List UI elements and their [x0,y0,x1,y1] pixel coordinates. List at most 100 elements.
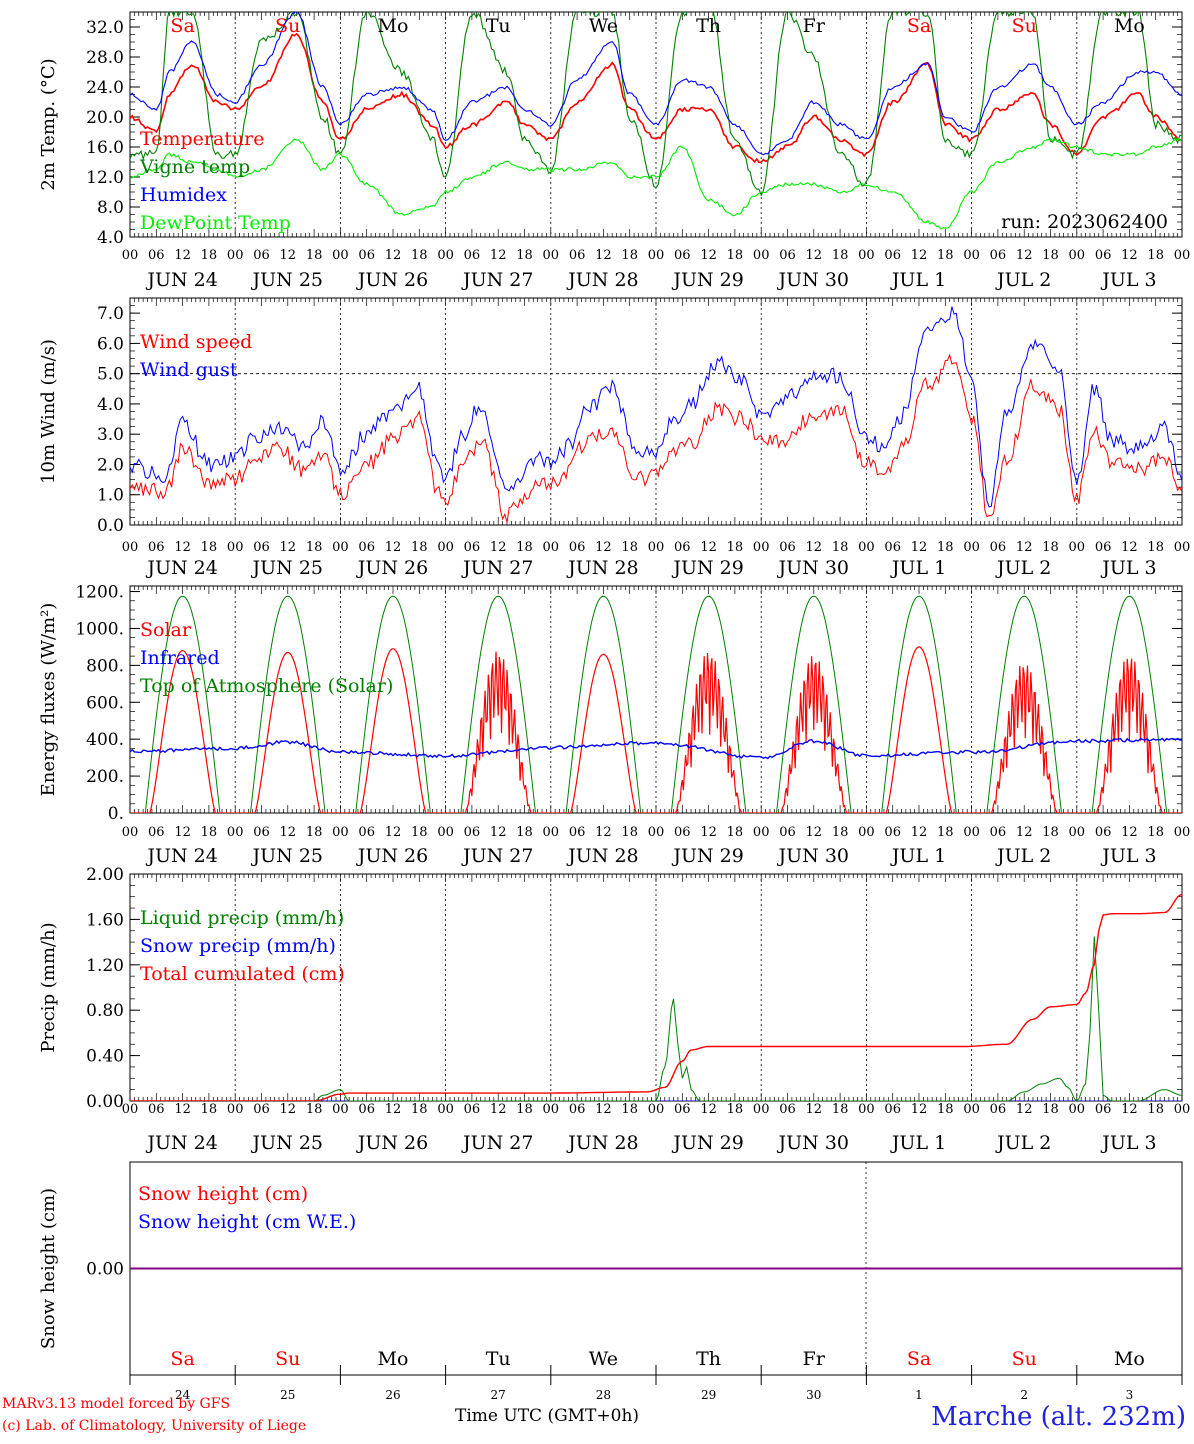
x-hour-label: 12 [700,825,717,840]
legend-entry: Total cumulated (cm) [140,963,345,985]
day-name-label: Su [275,1348,300,1370]
y-tick-label: 0.40 [86,1047,124,1067]
y-tick-label: 0.80 [86,1001,124,1021]
x-hour-label: 18 [832,248,849,263]
x-hour-label: 00 [332,540,349,555]
legend-entry: Snow height (cm) [138,1183,308,1205]
day-name-label: Su [1012,15,1037,37]
series-total-cumulated-cm- [130,893,1182,1101]
x-hour-label: 12 [280,248,297,263]
y-tick-label: 1000. [75,619,124,639]
y-tick-label: 600. [86,693,124,713]
x-date-label: JUN 26 [356,557,428,579]
x-hour-label: 06 [569,540,586,555]
x-hour-label: 12 [911,825,928,840]
x-date-label: JUL 3 [1100,269,1156,291]
x-date-label: JUN 28 [566,557,638,579]
x-date-label: JUL 1 [890,269,946,291]
x-hour-label: 00 [543,825,560,840]
x-hour-label: 18 [1042,540,1059,555]
x-hour-label: 00 [648,1102,665,1117]
y-tick-label: 200. [86,767,124,787]
x-hour-label: 18 [832,540,849,555]
x-hour-label: 06 [884,540,901,555]
x-date-label: JUL 3 [1100,1132,1156,1154]
y-tick-label: 32.0 [86,18,124,38]
legend-entry: Humidex [140,184,227,206]
x-hour-label: 06 [1095,248,1112,263]
x-date-label: JUL 3 [1100,845,1156,867]
x-hour-label: 06 [990,1102,1007,1117]
wind-panel: 0.0 1.0 2.0 3.0 4.0 5.0 6.0 7.0 10m Wind (m/s) Wi… [38,297,1191,579]
y-tick-label: 0.00 [86,1092,124,1112]
x-date-label: JUN 28 [566,845,638,867]
precip-panel: 0.00 0.40 0.80 1.20 1.60 2.00 Precip (mm/h) Liq… [38,865,1190,1154]
x-hour-label: 06 [148,248,165,263]
y-tick-label: 16.0 [86,138,124,158]
x-hour-label: 00 [858,825,875,840]
legend-entry: Top of Atmosphere (Solar) [140,675,393,697]
y-axis-label: Snow height (cm) [38,1188,59,1349]
x-hour-label: 12 [385,1102,402,1117]
x-hour-label: 06 [464,248,481,263]
x-date-label: JUN 30 [777,269,849,291]
x-hour-label: 12 [1016,825,1033,840]
x-hour-label: 12 [595,540,612,555]
legend-entry: DewPoint Temp [140,212,291,234]
y-tick-label: 28.0 [86,48,124,68]
x-hour-label: 18 [1147,825,1164,840]
x-hour-label: 12 [806,540,823,555]
x-date-label: JUN 30 [777,557,849,579]
x-hour-label: 00 [1069,248,1086,263]
x-hour-label: 18 [621,825,638,840]
series-wind-gust [130,306,1182,508]
x-hour-label: 18 [727,1102,744,1117]
x-hour-label: 00 [1174,540,1191,555]
x-hour-label: 06 [674,540,691,555]
model-credit: MARv3.13 model forced by GFS [2,1396,231,1412]
day-name-label: Th [696,15,721,37]
snow-panel: 0.00 Snow height (cm) Snow height (cm) Snow… [38,1161,1183,1402]
x-hour-label: 00 [753,1102,770,1117]
x-hour-label: 18 [937,540,954,555]
x-hour-label: 18 [1042,248,1059,263]
x-hour-label: 12 [911,1102,928,1117]
x-hour-label: 18 [516,1102,533,1117]
x-hour-label: 06 [884,248,901,263]
x-hour-label: 12 [490,1102,507,1117]
y-tick-label: 0. [108,804,124,824]
x-hour-label: 12 [700,540,717,555]
x-date-label: JUN 27 [461,269,533,291]
x-hour-label: 06 [884,1102,901,1117]
station-label: Marche (alt. 232m) [931,1402,1186,1432]
series-solar [130,646,1182,813]
temperature-lines [130,12,1182,230]
day-number-label: 2 [1020,1388,1028,1402]
precip-lines [130,893,1182,1101]
x-hour-label: 18 [516,248,533,263]
legend-entry: Temperature [140,128,264,150]
x-hour-label: 00 [122,1102,139,1117]
x-hour-label: 12 [911,248,928,263]
x-hour-label: 18 [411,540,428,555]
x-date-label: JUN 24 [145,269,217,291]
y-tick-label: 1.20 [86,956,124,976]
x-hour-label: 00 [122,248,139,263]
x-hour-label: 18 [1042,1102,1059,1117]
x-date-label: JUL 3 [1100,557,1156,579]
x-hour-label: 18 [201,825,218,840]
x-hour-label: 00 [963,540,980,555]
x-date-label: JUN 27 [461,1132,533,1154]
day-name-label: Th [696,1348,721,1370]
x-hour-label: 06 [990,248,1007,263]
x-hour-label: 18 [832,1102,849,1117]
y-axis-label: Precip (mm/h) [38,922,59,1052]
x-hour-label: 00 [753,248,770,263]
x-hour-label: 06 [569,248,586,263]
y-tick-label: 1.60 [86,910,124,930]
x-hour-label: 12 [490,825,507,840]
x-hour-label: 18 [306,540,323,555]
x-hour-label: 06 [358,825,375,840]
x-hour-label: 18 [832,825,849,840]
